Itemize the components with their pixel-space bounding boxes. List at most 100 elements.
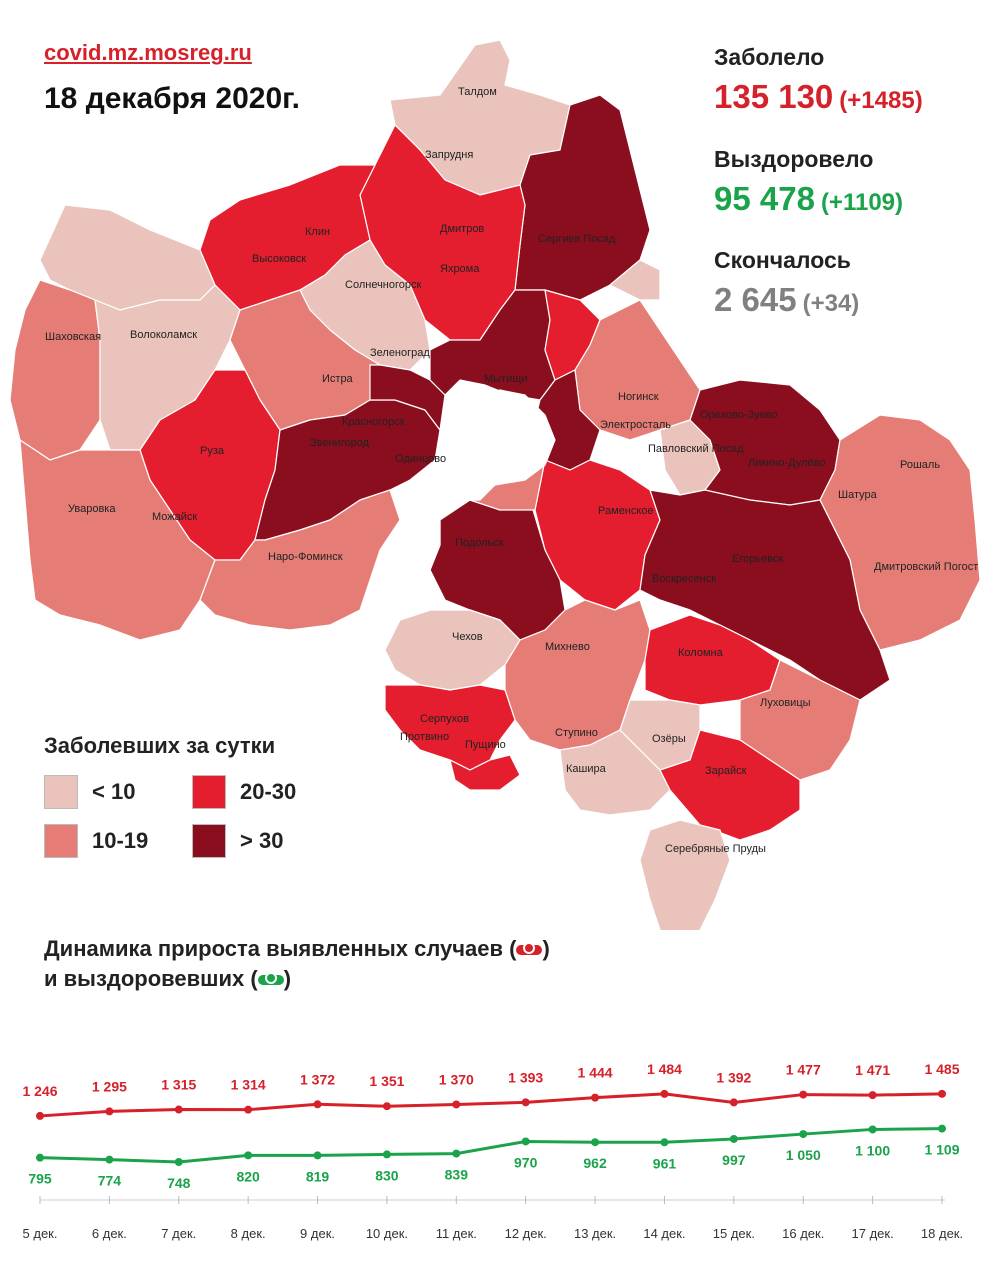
x-tick-label: 16 дек. <box>782 1226 824 1241</box>
recovered-point <box>660 1138 669 1147</box>
city-label: Воскресенск <box>652 573 716 585</box>
district-chernogolovka[interactable] <box>609 259 661 301</box>
cases-data-label: 1 485 <box>924 1061 959 1077</box>
x-tick-label: 11 дек. <box>436 1226 477 1241</box>
recovered-point <box>868 1125 877 1134</box>
city-label: Талдом <box>458 86 497 98</box>
city-label: Ликино-Дулёво <box>748 457 826 469</box>
recovered-data-label: 997 <box>722 1152 746 1168</box>
legend-label-gt30: > 30 <box>240 828 284 853</box>
city-label: Ногинск <box>618 391 659 403</box>
cases-data-label: 1 370 <box>439 1071 474 1087</box>
recovered-point <box>36 1153 44 1162</box>
recovered-point <box>799 1130 808 1139</box>
cases-data-label: 1 393 <box>508 1069 543 1085</box>
city-label: Руза <box>200 445 225 457</box>
legend-label-10-19: 10-19 <box>92 828 149 853</box>
legend-swatch-lt10 <box>44 775 78 809</box>
recovered-data-label: 748 <box>167 1175 191 1191</box>
city-label: Рошаль <box>900 459 940 471</box>
district-krasnogorsk[interactable] <box>369 364 446 431</box>
new-moscow <box>379 519 446 621</box>
x-tick-label: 10 дек. <box>366 1226 408 1241</box>
district-zaraysk[interactable] <box>659 729 801 841</box>
recovered-delta: (+1109) <box>820 189 904 216</box>
city-label: Сергиев Посад <box>538 233 616 245</box>
district-shakhovskaya[interactable] <box>9 279 101 461</box>
recovered-point <box>313 1151 322 1160</box>
recovered-stat: 95 478 (+1109) <box>714 180 903 218</box>
recovered-data-label: 820 <box>236 1168 260 1184</box>
legend-label-20-30: 20-30 <box>240 779 297 804</box>
infected-stat: 135 130 (+1485) <box>714 78 923 116</box>
district-pushchino[interactable] <box>449 754 521 791</box>
city-label: Звенигород <box>310 437 370 449</box>
cases-data-label: 1 444 <box>578 1065 613 1081</box>
x-tick-label: 12 дек. <box>505 1226 547 1241</box>
district-odintsovo[interactable] <box>254 399 441 541</box>
district-chekhov[interactable] <box>384 609 521 691</box>
city-label: Запрудня <box>425 149 473 161</box>
city-label: Павловский Посад <box>648 443 744 455</box>
x-tick-label: 6 дек. <box>92 1226 127 1241</box>
infected-value: 135 130 <box>714 78 834 115</box>
recovered-data-label: 774 <box>98 1173 122 1189</box>
cases-data-label: 1 484 <box>647 1061 682 1077</box>
died-stat: 2 645 (+34) <box>714 281 859 319</box>
district-serpukhov[interactable] <box>384 684 516 771</box>
city-label: Уваровка <box>68 503 116 515</box>
district-egoryevsk[interactable] <box>639 489 891 701</box>
city-label: Истра <box>322 373 354 385</box>
city-label: Можайск <box>152 511 197 523</box>
recovered-data-label: 962 <box>583 1155 607 1171</box>
city-label: Орехово-Зуево <box>700 409 778 421</box>
recovered-point <box>729 1134 738 1143</box>
cases-data-label: 1 471 <box>855 1062 890 1078</box>
recovered-data-label: 839 <box>445 1167 469 1183</box>
recovered-point <box>938 1124 946 1133</box>
chart-title-text: ) <box>283 966 292 991</box>
city-label: Ступино <box>555 727 598 739</box>
x-tick-label: 5 дек. <box>23 1226 58 1241</box>
died-label: Скончалось <box>714 247 851 273</box>
cases-data-label: 1 372 <box>300 1071 335 1087</box>
x-tick-label: 18 дек. <box>921 1226 963 1241</box>
source-link[interactable]: covid.mz.mosreg.ru <box>44 40 252 65</box>
district-serebryanye-prudy[interactable] <box>639 819 731 930</box>
recovered-data-label: 1 050 <box>786 1147 821 1163</box>
recovered-point <box>105 1155 114 1164</box>
city-label: Мытищи <box>484 373 527 385</box>
cases-point <box>382 1102 391 1111</box>
cases-point <box>452 1100 461 1109</box>
district-naro-fominsk[interactable] <box>199 489 401 631</box>
chart-title-text: ) <box>542 936 550 961</box>
recovered-data-label: 1 109 <box>924 1142 959 1158</box>
moscow-city <box>451 389 556 486</box>
cases-point <box>799 1090 808 1099</box>
cases-point <box>660 1089 669 1098</box>
chart-title-line-2: и выздоровевших () <box>44 964 550 994</box>
cases-data-label: 1 315 <box>161 1077 196 1093</box>
city-label: Шатура <box>838 489 878 501</box>
city-label: Шаховская <box>45 331 101 343</box>
report-date: 18 декабря 2020г. <box>44 82 300 115</box>
x-tick-label: 14 дек. <box>643 1226 685 1241</box>
recovered-point <box>452 1149 461 1158</box>
cases-legend-icon <box>516 942 543 956</box>
cases-data-label: 1 295 <box>92 1078 127 1094</box>
map-labels: Талдом Запрудня Клин Высоковск Дмитров Я… <box>45 86 978 855</box>
recovered-point <box>244 1151 253 1160</box>
city-label: Серебряные Пруды <box>665 843 766 855</box>
city-label: Красногорск <box>342 416 405 428</box>
cases-point <box>244 1105 253 1114</box>
city-label: Одинцово <box>395 453 446 465</box>
city-label: Яхрома <box>440 263 480 275</box>
city-label: Чехов <box>452 631 483 643</box>
legend-label-lt10: < 10 <box>92 779 136 804</box>
cases-series-line <box>39 1092 943 1118</box>
city-label: Коломна <box>678 647 724 659</box>
region-map: Талдом Запрудня Клин Высоковск Дмитров Я… <box>9 39 981 930</box>
recovered-label: Выздоровело <box>714 146 874 172</box>
x-tick-label: 13 дек. <box>574 1226 616 1241</box>
cases-point <box>36 1111 44 1120</box>
